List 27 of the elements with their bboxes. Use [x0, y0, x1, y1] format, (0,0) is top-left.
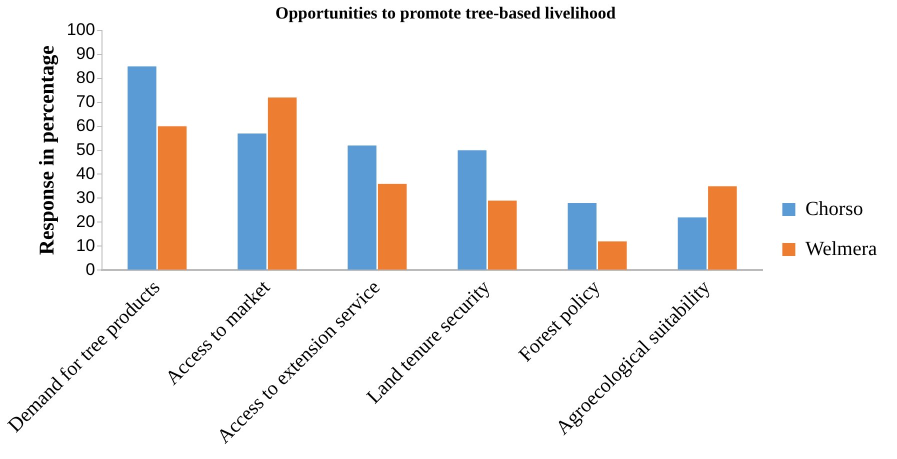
bar — [678, 217, 707, 270]
y-tick-label: 20 — [76, 212, 96, 231]
bar — [598, 241, 627, 270]
y-tick-label: 100 — [66, 20, 96, 40]
y-tick-label: 10 — [76, 236, 96, 255]
bar — [348, 145, 376, 270]
y-tick-label: 50 — [76, 140, 96, 159]
y-tick-label: 80 — [76, 68, 96, 88]
bar — [378, 184, 407, 270]
y-tick-label: 30 — [76, 188, 96, 207]
y-tick-label: 90 — [76, 44, 96, 64]
legend-label: Chorso — [805, 198, 864, 220]
bar — [268, 98, 297, 270]
bar — [708, 186, 737, 270]
y-tick-label: 60 — [76, 116, 96, 135]
bar — [158, 126, 187, 270]
bar — [458, 150, 486, 270]
legend-label: Welmera — [805, 238, 878, 260]
y-tick-label: 40 — [76, 164, 96, 183]
bar — [568, 203, 597, 270]
bar — [238, 133, 266, 270]
bar — [488, 200, 517, 270]
chart-title: Opportunities to promote tree-based livelihood — [275, 4, 616, 23]
y-tick-label: 70 — [76, 92, 96, 112]
y-tick-label: 0 — [86, 260, 96, 279]
bar — [128, 66, 156, 270]
y-axis-title: Response in percentage — [34, 45, 59, 256]
